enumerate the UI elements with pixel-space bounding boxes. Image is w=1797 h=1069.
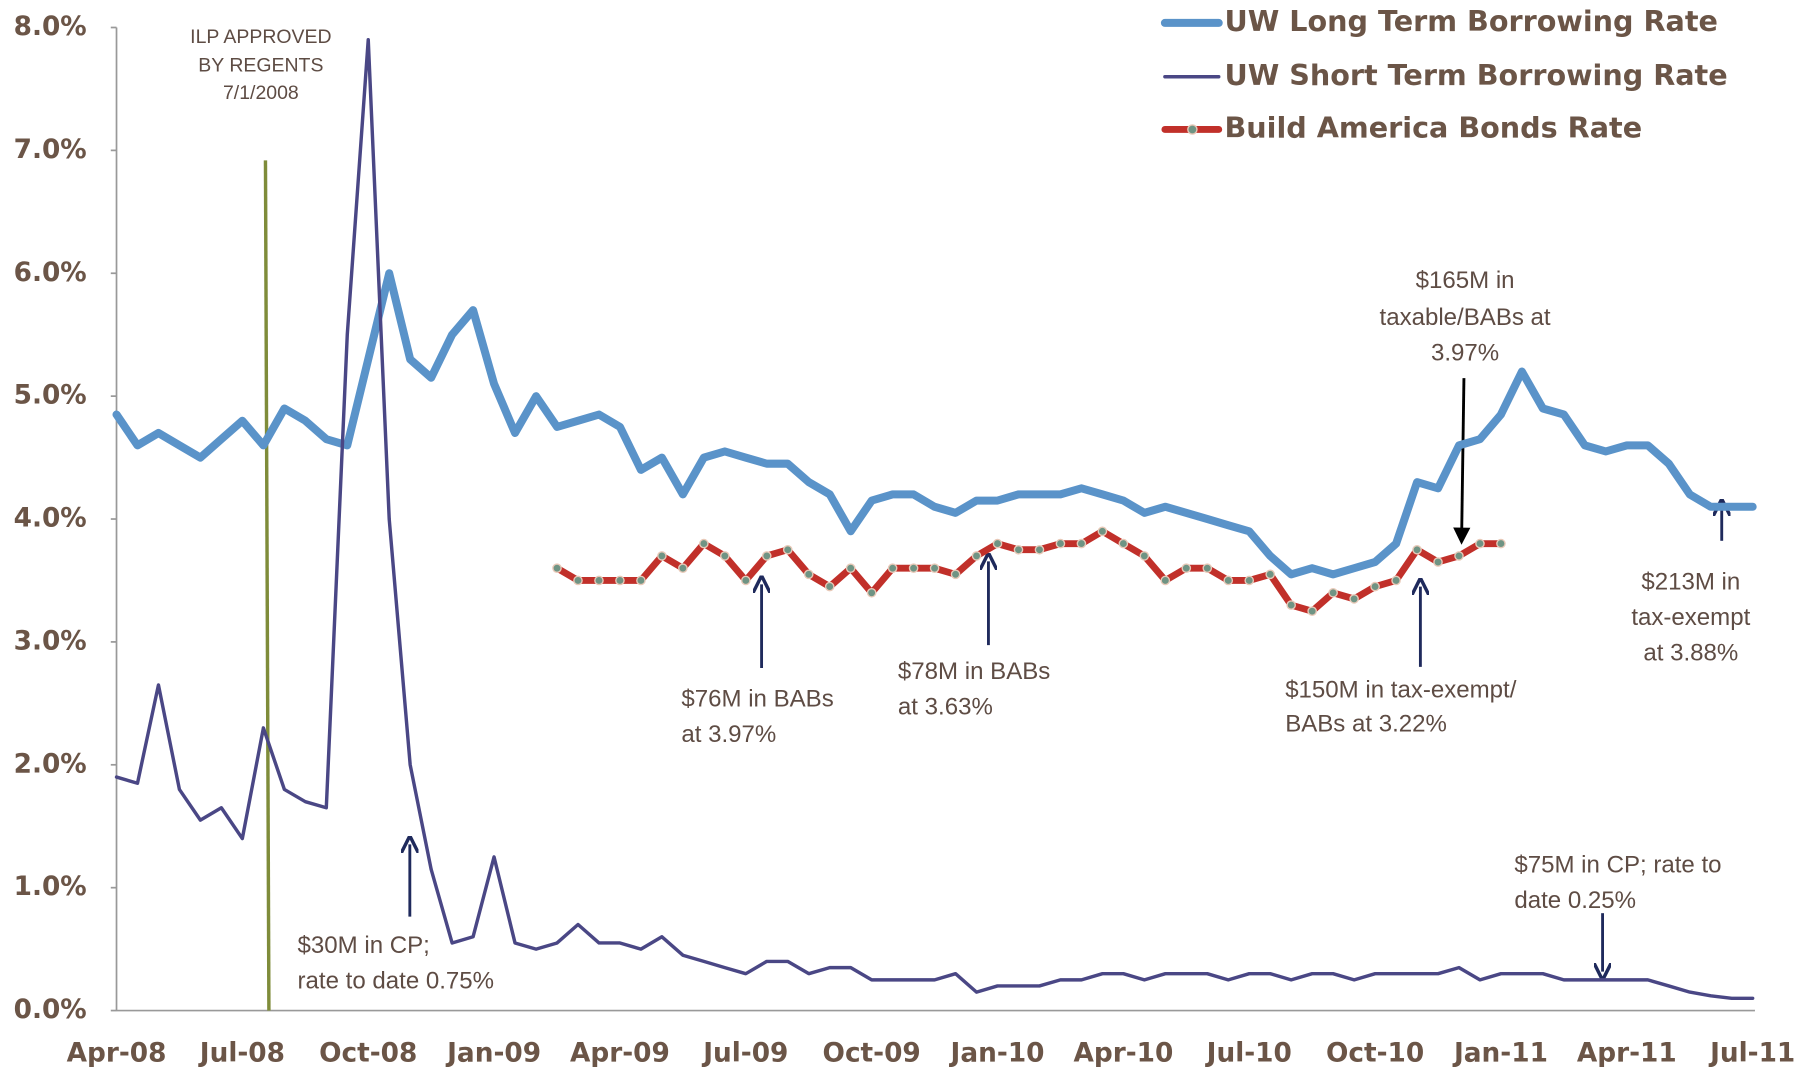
legend-label: Build America Bonds Rate: [1224, 110, 1642, 144]
x-tick-label: Apr-11: [1577, 1039, 1677, 1069]
data-point: [1244, 575, 1255, 586]
data-point: [929, 563, 940, 573]
data-point: [761, 551, 772, 561]
data-point: [1223, 575, 1234, 586]
data-point: [1265, 569, 1276, 580]
data-point: [1370, 581, 1380, 592]
data-point: [887, 563, 898, 573]
data-point: [1034, 544, 1045, 555]
data-point: [1391, 575, 1401, 586]
data-point: [1202, 563, 1213, 573]
data-point: [1160, 575, 1171, 586]
data-point: [636, 575, 646, 586]
x-tick-label: Jul-09: [701, 1039, 788, 1069]
data-point: [866, 587, 877, 598]
data-point: [1055, 538, 1066, 549]
data-point: [1349, 594, 1359, 604]
data-point: [971, 551, 982, 561]
data-point: [950, 569, 961, 580]
data-point: [552, 563, 562, 573]
annotation: taxable/BABs at: [1380, 304, 1551, 331]
data-point: [573, 575, 583, 586]
annotation: at 3.63%: [898, 693, 993, 720]
annotation: $75M in CP; rate to: [1514, 852, 1721, 879]
data-point: [678, 563, 688, 573]
ilp-marker-line: [263, 160, 271, 1011]
y-tick-label: 5.0%: [14, 381, 87, 411]
data-point: [1412, 544, 1422, 555]
x-tick-label: Oct-10: [1326, 1039, 1424, 1069]
data-point: [992, 538, 1003, 549]
data-point: [720, 551, 730, 561]
x-tick-label: Jul-08: [198, 1039, 285, 1069]
annotation: $213M in: [1641, 569, 1740, 596]
x-tick-label: Jan-11: [1452, 1039, 1548, 1069]
annotation: rate to date 0.75%: [298, 967, 495, 994]
annotation: $150M in tax-exempt/: [1285, 676, 1517, 703]
data-point: [699, 538, 709, 549]
y-tick-label: 2.0%: [14, 749, 87, 779]
data-point: [1139, 551, 1150, 561]
data-point: [845, 563, 856, 573]
data-point: [615, 575, 625, 586]
data-point: [824, 581, 835, 592]
data-point: [1328, 587, 1338, 598]
y-tick-label: 6.0%: [14, 258, 87, 288]
data-point: [1307, 606, 1317, 617]
data-point: [594, 575, 604, 586]
data-point: [803, 569, 814, 580]
x-tick-label: Jul-10: [1205, 1039, 1292, 1069]
arrows: [410, 378, 1722, 972]
data-point: [1118, 538, 1129, 549]
series-line: [553, 527, 1505, 615]
data-point: [908, 563, 919, 573]
x-tick-label: Apr-08: [67, 1039, 167, 1069]
y-tick-label: 8.0%: [14, 12, 87, 42]
y-tick-label: 4.0%: [14, 504, 87, 534]
series-line: [114, 38, 1755, 1001]
data-point: [1454, 551, 1464, 561]
data-point: [1496, 538, 1506, 549]
x-tick-label: Apr-09: [570, 1039, 670, 1069]
annotation: at 3.88%: [1643, 640, 1738, 667]
legend-dot: [1187, 124, 1198, 135]
annotation: $76M in BABs: [681, 685, 833, 712]
x-tick-label: Apr-10: [1073, 1039, 1173, 1069]
annotation: $165M in: [1416, 267, 1515, 294]
annotation: BABs at 3.22%: [1285, 711, 1447, 738]
annotation: ILP APPROVED: [190, 26, 331, 48]
annotation: date 0.25%: [1514, 887, 1636, 914]
x-tick-label: Jan-09: [445, 1039, 541, 1069]
x-tick-label: Jul-11: [1708, 1039, 1795, 1069]
data-point: [1097, 526, 1108, 537]
x-tick-label: Jan-10: [949, 1039, 1045, 1069]
data-point: [657, 551, 667, 561]
data-point: [740, 575, 751, 586]
data-point: [1433, 557, 1443, 567]
data-point: [1475, 538, 1485, 549]
y-tick-label: 3.0%: [14, 626, 87, 656]
x-tick-label: Oct-09: [823, 1039, 921, 1069]
annotation: 3.97%: [1431, 339, 1499, 366]
data-point: [1286, 600, 1297, 610]
x-tick-label: Oct-08: [319, 1039, 417, 1069]
data-point: [1181, 563, 1192, 573]
legend-label: UW Long Term Borrowing Rate: [1224, 4, 1717, 38]
annotation: tax-exempt: [1631, 604, 1750, 631]
y-tick-label: 7.0%: [14, 135, 87, 165]
data-point: [782, 544, 793, 555]
y-tick-label: 1.0%: [14, 872, 87, 902]
series-line: [112, 269, 1757, 579]
data-point: [1076, 538, 1087, 549]
arrow: [1453, 378, 1471, 545]
annotation: $30M in CP;: [298, 932, 430, 959]
data-point: [1013, 544, 1024, 555]
annotation: $78M in BABs: [898, 658, 1050, 685]
annotation: at 3.97%: [681, 721, 776, 748]
y-tick-label: 0.0%: [14, 995, 87, 1025]
legend-label: UW Short Term Borrowing Rate: [1224, 58, 1727, 92]
annotation: 7/1/2008: [223, 82, 299, 104]
annotation: BY REGENTS: [198, 55, 323, 77]
